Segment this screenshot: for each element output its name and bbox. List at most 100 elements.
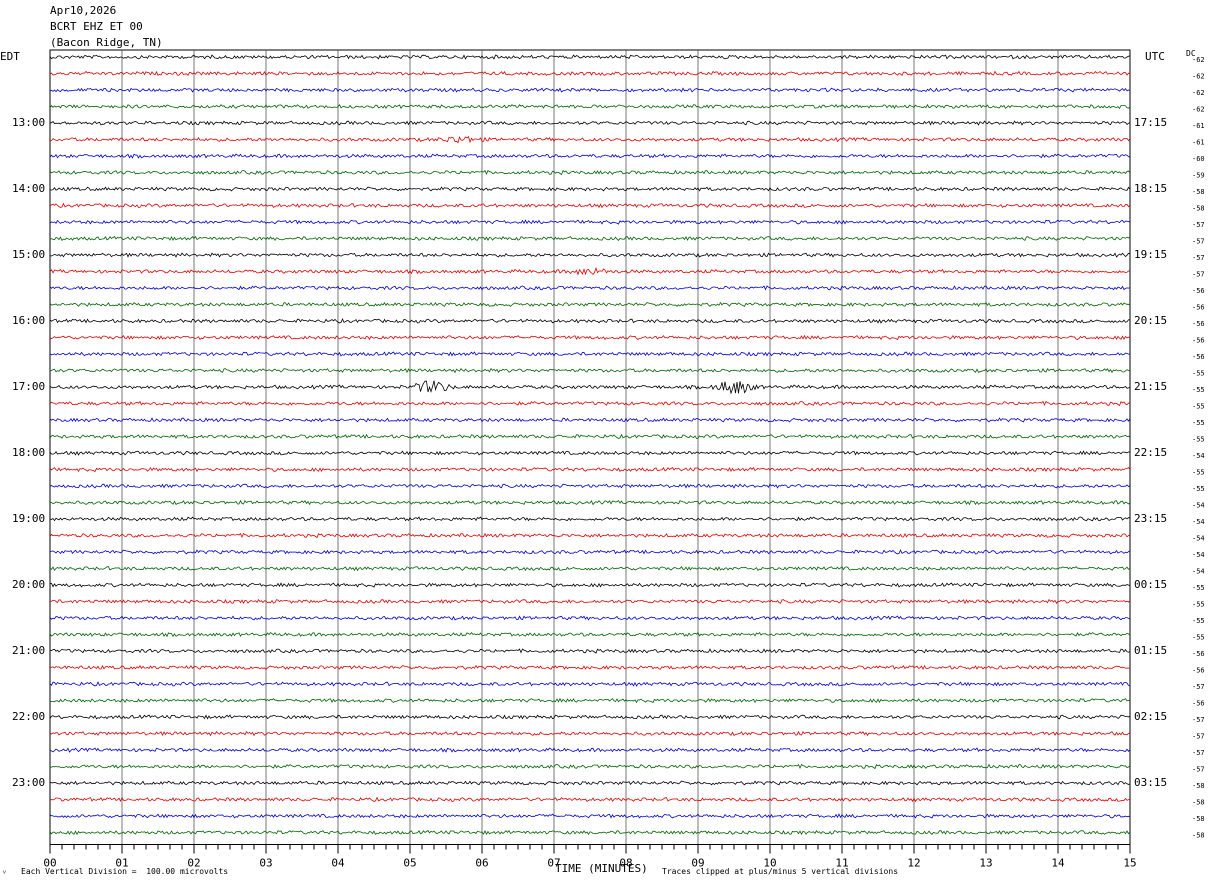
minute-grid: [49, 49, 1131, 845]
seismic-trace: [49, 334, 1130, 341]
dc-offset-value: -56: [1192, 287, 1205, 295]
seismic-trace: [49, 631, 1131, 638]
left-hour-label: 17:00: [12, 380, 46, 393]
x-tick-label: 13: [979, 857, 992, 870]
x-tick-label: 12: [907, 857, 920, 870]
seismic-trace: [49, 829, 1131, 836]
seismic-trace: [49, 266, 1131, 276]
seismic-trace: [49, 450, 1131, 456]
corner-mark: ⱽ: [2, 869, 7, 878]
dc-offset-value: -55: [1192, 436, 1205, 444]
dc-offset-value: -57: [1192, 733, 1205, 741]
seismic-trace: [49, 153, 1131, 159]
seismic-trace: [49, 380, 1131, 395]
seismic-trace: [49, 367, 1131, 374]
left-hour-label: 16:00: [12, 314, 46, 327]
seismic-trace: [49, 318, 1131, 324]
seismic-trace: [49, 186, 1131, 192]
dc-offset-value: -62: [1192, 56, 1205, 64]
x-axis-title: TIME (MINUTES): [555, 862, 648, 875]
right-hour-label: 21:15: [1134, 380, 1168, 393]
x-tick-label: 00: [43, 857, 56, 870]
location-label: (Bacon Ridge, TN): [50, 36, 163, 49]
x-tick-label: 02: [187, 857, 200, 870]
right-hour-label: 23:15: [1134, 512, 1168, 525]
dc-offset-value: -61: [1192, 122, 1205, 130]
seismic-trace: [49, 483, 1131, 489]
seismic-trace: [49, 697, 1131, 704]
dc-offset-value: -61: [1192, 139, 1205, 147]
dc-offset-value: -55: [1192, 403, 1205, 411]
seismic-trace: [49, 648, 1131, 654]
dc-offset-value: -57: [1192, 766, 1205, 774]
seismic-trace: [49, 747, 1131, 753]
dc-offset-value: -57: [1192, 271, 1205, 279]
dc-offset-value: -55: [1192, 584, 1205, 592]
seismic-trace: [49, 417, 1131, 423]
left-hour-label: 14:00: [12, 182, 46, 195]
x-tick-label: 06: [475, 857, 488, 870]
dc-offset-value: -56: [1192, 304, 1205, 312]
left-hour-label: 20:00: [12, 578, 46, 591]
seismic-trace: [49, 714, 1131, 720]
dc-offset-value: -58: [1192, 832, 1205, 840]
x-tick-label: 11: [835, 857, 848, 870]
dc-offset-value: -57: [1192, 221, 1205, 229]
seismic-trace: [49, 763, 1131, 770]
x-tick-label: 10: [763, 857, 776, 870]
dc-offset-value: -57: [1192, 238, 1205, 246]
x-tick-label: 08: [619, 857, 632, 870]
right-timezone-label: UTC: [1145, 50, 1165, 63]
seismic-trace: [50, 598, 1131, 605]
dc-offset-value: -58: [1192, 782, 1205, 790]
time-axis: 00 01 02 03 04 05 06 07 08 09 10 11 12 13 14 15: [43, 844, 1137, 870]
date-label: Apr10,2026: [50, 4, 117, 17]
dc-offset-value: -58: [1192, 205, 1205, 213]
scale-note: Each Vertical Division = 100.00 microvol…: [21, 867, 229, 876]
x-tick-label: 04: [331, 857, 345, 870]
seismic-trace: [49, 813, 1131, 819]
plot-frame: [49, 49, 1131, 845]
dc-offset-value: -55: [1192, 386, 1205, 394]
seismic-trace: [49, 466, 1131, 473]
seismic-trace: [49, 532, 1131, 539]
seismic-trace: [49, 796, 1131, 803]
seismic-trace: [49, 400, 1131, 407]
dc-offset-value: -54: [1192, 551, 1205, 559]
dc-offset-labels: -62 -62 -62 -62 -61 -61 -60 -59 -58 -58 -57 -57 -57 -…: [1192, 56, 1205, 840]
dc-offset-value: -56: [1192, 650, 1205, 658]
left-hour-label: 15:00: [12, 248, 46, 261]
dc-offset-value: -54: [1192, 518, 1205, 526]
seismic-trace: [49, 566, 1131, 572]
dc-offset-value: -59: [1192, 172, 1205, 180]
dc-offset-value: -56: [1192, 337, 1205, 345]
left-hour-label: 19:00: [12, 512, 46, 525]
x-tick-label: 07: [547, 857, 560, 870]
left-hour-label: 23:00: [12, 776, 46, 789]
seismic-trace: [49, 70, 1131, 77]
right-hour-label: 20:15: [1134, 314, 1168, 327]
right-hour-label: 19:15: [1134, 248, 1168, 261]
dc-offset-value: -57: [1192, 749, 1205, 757]
dc-offset-value: -62: [1192, 106, 1205, 114]
dc-offset-value: -54: [1192, 568, 1205, 576]
dc-offset-value: -60: [1192, 155, 1205, 163]
seismic-trace: [49, 664, 1131, 671]
seismic-trace: [49, 54, 1131, 60]
dc-offset-value: -56: [1192, 700, 1205, 708]
dc-offset-value: -55: [1192, 370, 1205, 378]
seismic-trace: [49, 499, 1131, 506]
dc-offset-value: -55: [1192, 634, 1205, 642]
dc-offset-value: -57: [1192, 683, 1205, 691]
left-hour-label: 13:00: [12, 116, 46, 129]
dc-offset-value: -56: [1192, 320, 1205, 328]
dc-offset-value: -55: [1192, 419, 1205, 427]
dc-offset-value: -56: [1192, 667, 1205, 675]
x-tick-label: 03: [259, 857, 272, 870]
seismic-trace: [49, 301, 1131, 307]
seismic-trace: [49, 549, 1131, 555]
left-hour-label: 22:00: [12, 710, 46, 723]
seismic-traces: [49, 54, 1131, 836]
dc-offset-value: -55: [1192, 617, 1205, 625]
seismic-trace: [49, 285, 1131, 291]
